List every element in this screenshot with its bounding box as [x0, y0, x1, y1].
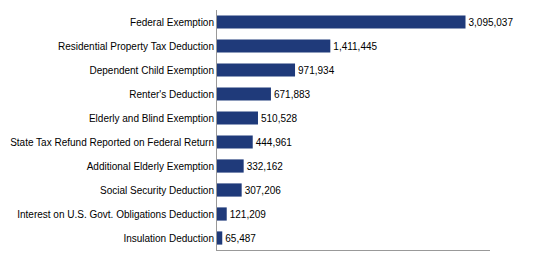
svg-text:65,487: 65,487	[225, 233, 256, 244]
svg-text:Social Security Deduction: Social Security Deduction	[100, 185, 214, 196]
svg-text:510,528: 510,528	[261, 113, 298, 124]
svg-text:Dependent Child Exemption: Dependent Child Exemption	[89, 65, 214, 76]
svg-text:3,095,037: 3,095,037	[469, 17, 514, 28]
svg-text:Residential Property Tax Deduc: Residential Property Tax Deduction	[58, 41, 214, 52]
svg-text:Federal Exemption: Federal Exemption	[130, 17, 214, 28]
svg-text:State Tax Refund Reported on F: State Tax Refund Reported on Federal Ret…	[10, 137, 214, 148]
svg-text:332,162: 332,162	[247, 161, 284, 172]
svg-text:307,206: 307,206	[245, 185, 282, 196]
svg-text:1,411,445: 1,411,445	[333, 41, 377, 52]
svg-text:444,961: 444,961	[256, 137, 293, 148]
svg-text:Elderly and Blind Exemption: Elderly and Blind Exemption	[89, 113, 214, 124]
svg-text:971,934: 971,934	[298, 65, 335, 76]
svg-text:121,209: 121,209	[230, 209, 267, 220]
svg-text:Interest on U.S. Govt. Obligat: Interest on U.S. Govt. Obligations Deduc…	[17, 209, 214, 220]
svg-text:Insulation Deduction: Insulation Deduction	[123, 233, 214, 244]
svg-text:Additional Elderly Exemption: Additional Elderly Exemption	[87, 161, 214, 172]
svg-text:Renter's Deduction: Renter's Deduction	[129, 89, 214, 100]
svg-text:671,883: 671,883	[274, 89, 311, 100]
